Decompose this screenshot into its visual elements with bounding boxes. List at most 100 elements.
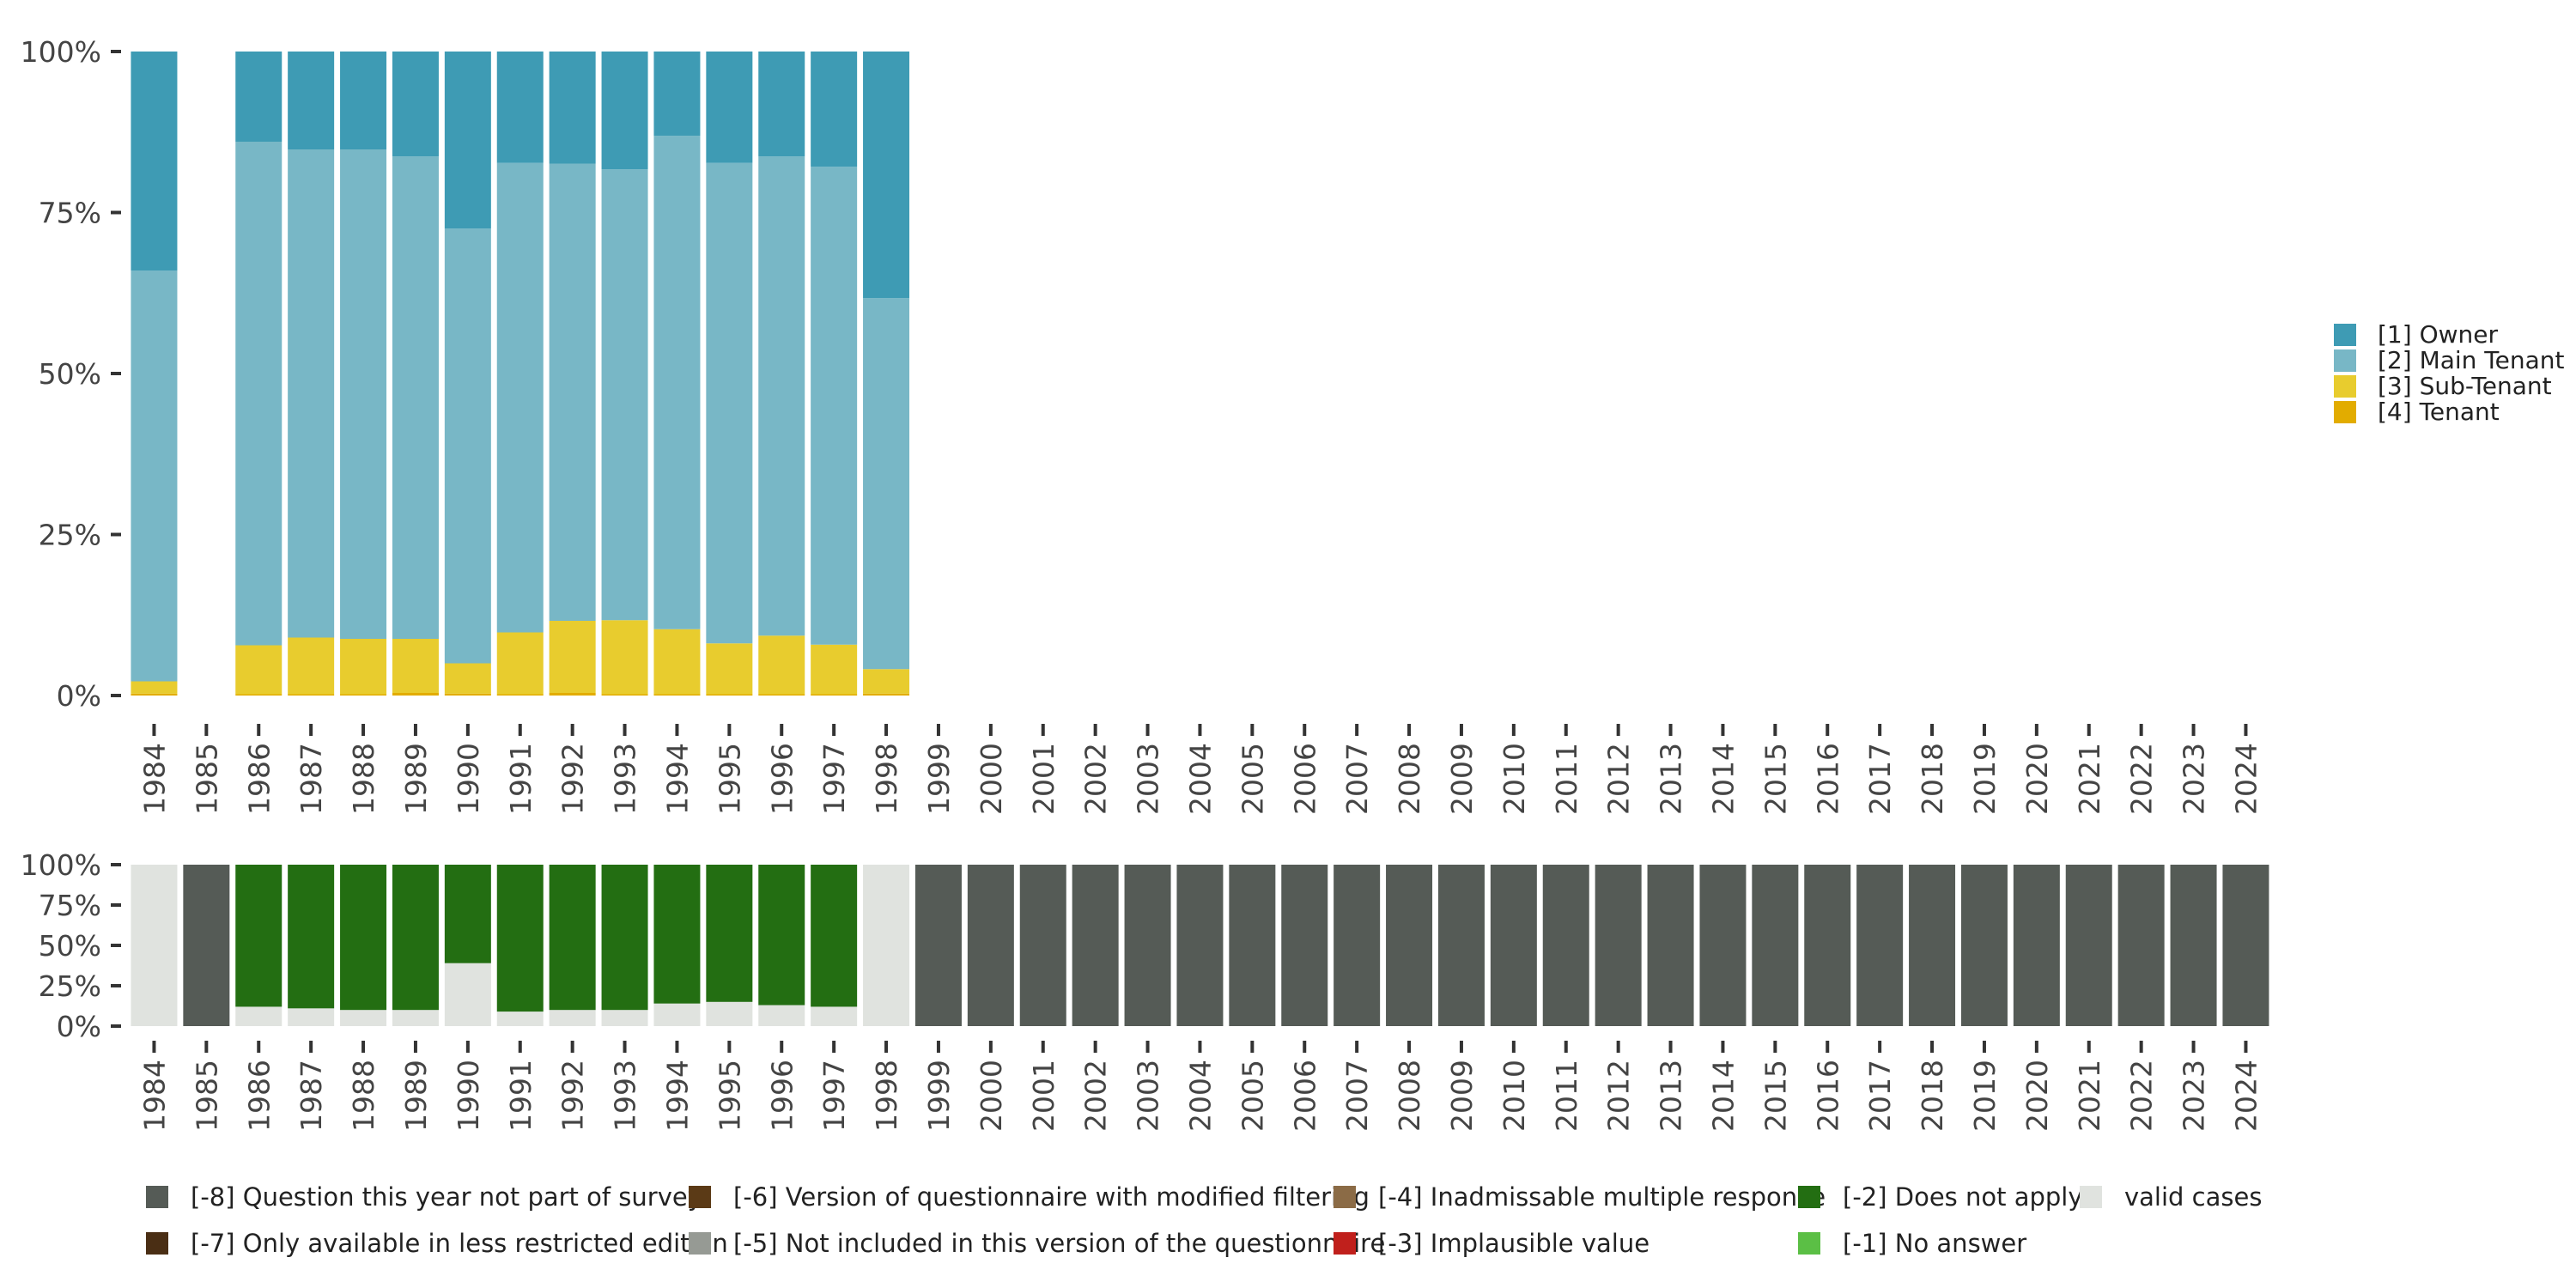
y-tick-label: 100% bbox=[21, 848, 101, 882]
legend-swatch bbox=[2334, 324, 2356, 346]
bar-segment-2-main-tenant-1984 bbox=[131, 270, 178, 682]
bar-segment-8-question-this-year-not-part-of-survey-2011 bbox=[1542, 865, 1589, 1026]
bar-segment-2-does-not-apply-1993 bbox=[601, 865, 648, 1011]
bar-segment-2-main-tenant-1992 bbox=[549, 163, 596, 621]
y-tick-label: 75% bbox=[39, 197, 101, 230]
bar-segment-8-question-this-year-not-part-of-survey-2024 bbox=[2222, 865, 2269, 1026]
x-tick-label: 2010 bbox=[1498, 743, 1531, 815]
x-tick-label: 1995 bbox=[713, 743, 746, 815]
x-tick-label: 1988 bbox=[347, 1060, 380, 1132]
x-tick-label: 2012 bbox=[1602, 1060, 1636, 1132]
bar-segment-4-tenant-1995 bbox=[706, 694, 753, 696]
bar-segment-8-question-this-year-not-part-of-survey-2005 bbox=[1229, 865, 1276, 1026]
y-tick-label: 100% bbox=[21, 35, 101, 69]
bottom-y-axis: 0% 25% 50% 75% 100% bbox=[21, 848, 121, 1043]
bar-segment-8-question-this-year-not-part-of-survey-2006 bbox=[1281, 865, 1328, 1026]
legend-label: [-6] Version of questionnaire with modif… bbox=[733, 1182, 1370, 1212]
bar-segment-valid-cases-1995 bbox=[706, 1001, 753, 1026]
bar-segment-1-owner-1995 bbox=[706, 52, 753, 163]
bar-segment-2-does-not-apply-1987 bbox=[288, 865, 335, 1009]
bar-segment-1-owner-1997 bbox=[811, 52, 858, 167]
bar-segment-1-owner-1990 bbox=[444, 52, 491, 229]
x-tick-label: 2006 bbox=[1288, 1060, 1321, 1132]
x-tick-label: 2000 bbox=[975, 743, 1008, 815]
bar-segment-8-question-this-year-not-part-of-survey-2023 bbox=[2170, 865, 2217, 1026]
x-tick-label: 2003 bbox=[1132, 1060, 1165, 1132]
legend-item-5-not-included-in-this-version-of-the-questionnaire: [-5] Not included in this version of the… bbox=[689, 1229, 1385, 1258]
bar-segment-1-owner-1988 bbox=[340, 52, 387, 149]
legend-item-3-sub-tenant: [3] Sub-Tenant bbox=[2334, 372, 2552, 400]
bar-segment-8-question-this-year-not-part-of-survey-2014 bbox=[1699, 865, 1747, 1026]
x-tick-label: 1992 bbox=[556, 1060, 590, 1132]
x-tick-label: 1986 bbox=[242, 1060, 276, 1132]
bar-segment-2-does-not-apply-1994 bbox=[653, 865, 701, 1004]
bar-segment-8-question-this-year-not-part-of-survey-1985 bbox=[183, 865, 230, 1026]
legend-item-2-main-tenant: [2] Main Tenant bbox=[2334, 346, 2565, 374]
legend-label: [1] Owner bbox=[2378, 320, 2498, 349]
legend-swatch bbox=[146, 1232, 168, 1255]
x-tick-label: 2018 bbox=[1916, 1060, 1949, 1132]
bar-segment-4-tenant-1991 bbox=[496, 694, 544, 696]
bar-segment-valid-cases-1984 bbox=[131, 865, 178, 1026]
x-tick-label: 1990 bbox=[452, 1060, 485, 1132]
x-tick-label: 2020 bbox=[2020, 1060, 2054, 1132]
legend-label: [-3] Implausible value bbox=[1378, 1229, 1649, 1258]
legend-swatch bbox=[689, 1232, 711, 1255]
legend-swatch bbox=[146, 1186, 168, 1208]
bar-segment-8-question-this-year-not-part-of-survey-2009 bbox=[1437, 865, 1485, 1026]
x-tick-label: 2012 bbox=[1602, 743, 1636, 815]
bar-segment-4-tenant-1988 bbox=[340, 694, 387, 696]
x-tick-label: 2002 bbox=[1079, 743, 1113, 815]
legend-item-3-implausible-value: [-3] Implausible value bbox=[1334, 1229, 1649, 1258]
bar-segment-valid-cases-1990 bbox=[444, 963, 491, 1026]
bar-segment-1-owner-1987 bbox=[288, 52, 335, 149]
bar-segment-2-does-not-apply-1997 bbox=[811, 865, 858, 1007]
x-tick-label: 2019 bbox=[1968, 1060, 2002, 1132]
x-tick-label: 1984 bbox=[137, 743, 171, 815]
legend-label: [-2] Does not apply bbox=[1843, 1182, 2083, 1212]
x-tick-label: 2014 bbox=[1706, 743, 1740, 815]
bar-segment-valid-cases-1997 bbox=[811, 1006, 858, 1026]
bar-segment-1-owner-1991 bbox=[496, 52, 544, 163]
bar-segment-1-owner-1984 bbox=[131, 52, 178, 270]
bar-segment-8-question-this-year-not-part-of-survey-2018 bbox=[1909, 865, 1956, 1026]
x-tick-label: 1999 bbox=[922, 743, 956, 815]
bar-segment-2-does-not-apply-1991 bbox=[496, 865, 544, 1012]
legend-label: [-1] No answer bbox=[1843, 1229, 2026, 1258]
x-tick-label: 2020 bbox=[2020, 743, 2054, 815]
bar-segment-8-question-this-year-not-part-of-survey-2022 bbox=[2117, 865, 2165, 1026]
y-tick-label: 0% bbox=[57, 1010, 101, 1043]
bar-segment-2-main-tenant-1991 bbox=[496, 162, 544, 633]
bar-segment-8-question-this-year-not-part-of-survey-2007 bbox=[1334, 865, 1381, 1026]
bar-segment-4-tenant-1997 bbox=[811, 694, 858, 696]
bar-segment-4-tenant-1998 bbox=[863, 693, 910, 696]
x-tick-label: 1993 bbox=[609, 743, 642, 815]
bar-segment-valid-cases-1991 bbox=[496, 1012, 544, 1026]
x-tick-label: 2000 bbox=[975, 1060, 1008, 1132]
legend-swatch bbox=[1334, 1232, 1356, 1255]
bar-segment-8-question-this-year-not-part-of-survey-2017 bbox=[1856, 865, 1904, 1026]
x-tick-label: 2024 bbox=[2229, 743, 2263, 815]
legend-item-valid-cases: valid cases bbox=[2080, 1182, 2262, 1212]
x-tick-label: 1989 bbox=[399, 743, 433, 815]
x-tick-label: 2011 bbox=[1550, 1060, 1583, 1132]
bar-segment-2-does-not-apply-1990 bbox=[444, 865, 491, 963]
bar-segment-8-question-this-year-not-part-of-survey-2012 bbox=[1595, 865, 1642, 1026]
bar-segment-2-main-tenant-1996 bbox=[758, 156, 805, 636]
x-tick-label: 1987 bbox=[295, 743, 328, 815]
x-tick-label: 1999 bbox=[922, 1060, 956, 1132]
x-tick-label: 1987 bbox=[295, 1060, 328, 1132]
bar-segment-8-question-this-year-not-part-of-survey-2015 bbox=[1752, 865, 1799, 1026]
bottom-chart: 0% 25% 50% 75% 100% 1984 1985 1986 1987 1988 1989… bbox=[21, 848, 2269, 1258]
legend-swatch bbox=[1798, 1186, 1820, 1208]
top-y-axis: 0% 25% 50% 75% 100% bbox=[21, 35, 121, 713]
x-tick-label: 1998 bbox=[870, 743, 903, 815]
bar-segment-3-sub-tenant-1991 bbox=[496, 632, 544, 695]
bar-segment-3-sub-tenant-1996 bbox=[758, 635, 805, 695]
bar-segment-4-tenant-1993 bbox=[601, 694, 648, 696]
bar-segment-3-sub-tenant-1988 bbox=[340, 639, 387, 695]
bar-segment-valid-cases-1993 bbox=[601, 1010, 648, 1026]
legend-label: [-4] Inadmissable multiple response bbox=[1378, 1182, 1826, 1212]
bar-segment-8-question-this-year-not-part-of-survey-2002 bbox=[1072, 865, 1119, 1026]
